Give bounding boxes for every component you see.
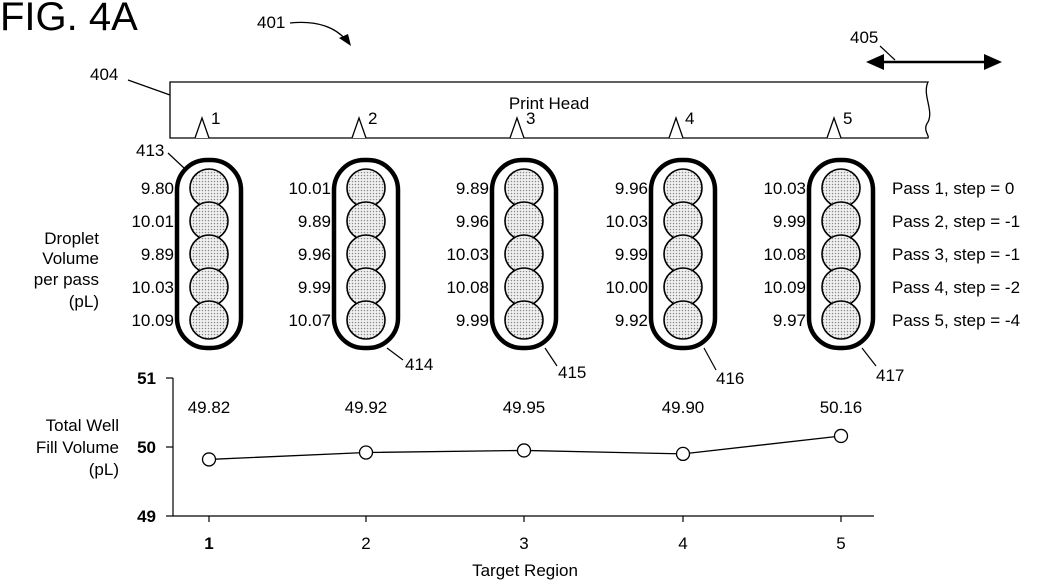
droplet-volume-1-3: 9.89: [141, 245, 174, 264]
droplet-volume-5-2: 9.99: [773, 212, 806, 231]
droplet-volume-5-5: 9.97: [773, 311, 806, 330]
droplet-4-5: [664, 301, 702, 339]
pass-label-4: Pass 4, step = -2: [892, 278, 1020, 297]
droplet-volume-4-2: 10.03: [605, 212, 648, 231]
x-tick-label-5: 5: [836, 534, 845, 553]
droplet-volume-5-1: 10.03: [763, 179, 806, 198]
nozzle-1-label: 1: [211, 109, 220, 128]
droplet-volume-5-4: 10.09: [763, 278, 806, 297]
droplet-volume-3-3: 10.03: [446, 245, 489, 264]
droplet-volume-2-4: 9.99: [298, 278, 331, 297]
droplet-volume-1-4: 10.03: [131, 278, 174, 297]
y-tick-label-50: 50: [137, 438, 156, 457]
droplet-axis-label-4: (pL): [69, 292, 99, 311]
droplet-volume-2-5: 10.07: [288, 311, 331, 330]
pass-label-group: Pass 1, step = 0 Pass 2, step = -1 Pass 3,…: [892, 179, 1020, 330]
chart-marks: 49 50 51 1 2 3 4 5 49.82 49.92 49.95 49.90 50.16: [137, 369, 862, 553]
ref-404-label: 404: [90, 65, 118, 84]
ref-413-leader: [168, 153, 184, 168]
data-label-1: 49.82: [188, 398, 231, 417]
droplet-1-5: [190, 301, 228, 339]
data-label-2: 49.92: [345, 398, 388, 417]
droplet-axis-label-2: Volume: [42, 249, 99, 268]
ref-405-label: 405: [850, 28, 878, 47]
ref-413-label: 413: [136, 141, 164, 160]
pass-label-5: Pass 5, step = -4: [892, 311, 1020, 330]
droplet-2-5: [347, 301, 385, 339]
scan-arrowhead-left: [866, 54, 884, 70]
nozzle-5-label: 5: [843, 109, 852, 128]
chart-xlabel: Target Region: [472, 561, 578, 580]
print-head-label: Print Head: [509, 94, 589, 113]
ref-401-label: 401: [257, 13, 285, 32]
droplet-volume-3-5: 9.99: [456, 311, 489, 330]
ref-415-label: 415: [558, 363, 586, 382]
droplet-volume-3-1: 9.89: [456, 179, 489, 198]
nozzle-4-label: 4: [685, 109, 694, 128]
data-point-4: [677, 447, 690, 460]
ref-416-label: 416: [716, 369, 744, 388]
droplet-volume-4-3: 9.99: [615, 245, 648, 264]
nozzle-3-label: 3: [526, 109, 535, 128]
data-point-3: [518, 444, 531, 457]
x-tick-label-2: 2: [361, 534, 370, 553]
droplet-volume-4-4: 10.00: [605, 278, 648, 297]
ref-417-leader: [862, 348, 876, 366]
data-label-4: 49.90: [662, 398, 705, 417]
ref-417-label: 417: [876, 366, 904, 385]
droplet-volume-2-1: 10.01: [288, 179, 331, 198]
ref-401-arrow: [290, 22, 346, 40]
x-tick-label-1: 1: [204, 534, 213, 553]
figure-title: FIG. 4A: [0, 0, 138, 39]
ref-414-leader: [387, 348, 403, 360]
ref-415-leader: [545, 348, 557, 366]
droplet-axis-label-3: per pass: [34, 270, 99, 289]
droplet-axis-label-1: Droplet: [44, 229, 99, 248]
droplet-volume-1-5: 10.09: [131, 311, 174, 330]
data-point-2: [360, 446, 373, 459]
scan-arrowhead-right: [984, 54, 1002, 70]
droplet-3-5: [505, 301, 543, 339]
fill-volume-chart: Total Well Fill Volume (pL) Target Regio…: [36, 369, 874, 580]
droplet-volume-4-5: 9.92: [615, 311, 648, 330]
chart-ylabel-2: Fill Volume: [36, 438, 119, 457]
pass-label-3: Pass 3, step = -1: [892, 245, 1020, 264]
droplet-volume-3-4: 10.08: [446, 278, 489, 297]
droplet-volume-1-1: 9.80: [141, 179, 174, 198]
y-tick-label-51: 51: [137, 369, 156, 388]
ref-416-leader: [704, 348, 716, 370]
chart-ylabel-3: (pL): [89, 460, 119, 479]
pass-label-2: Pass 2, step = -1: [892, 212, 1020, 231]
nozzle-2-label: 2: [368, 109, 377, 128]
droplet-volume-5-3: 10.08: [763, 245, 806, 264]
ref-404-leader: [128, 80, 170, 95]
data-label-3: 49.95: [503, 398, 546, 417]
pass-label-1: Pass 1, step = 0: [892, 179, 1014, 198]
y-tick-label-49: 49: [137, 507, 156, 526]
well-group: 9.80 10.01 9.89 10.03 10.09 10.01 9.89 9.96 9.99…: [131, 160, 873, 348]
data-point-1: [203, 453, 216, 466]
data-point-5: [835, 429, 848, 442]
droplet-volume-2-3: 9.96: [298, 245, 331, 264]
x-tick-label-3: 3: [519, 534, 528, 553]
droplet-volume-2-2: 9.89: [298, 212, 331, 231]
droplet-volume-1-2: 10.01: [131, 212, 174, 231]
ref-414-label: 414: [405, 355, 433, 374]
data-label-5: 50.16: [820, 398, 863, 417]
droplet-5-5: [822, 301, 860, 339]
droplet-volume-3-2: 9.96: [456, 212, 489, 231]
chart-ylabel-1: Total Well: [46, 416, 119, 435]
x-tick-label-4: 4: [678, 534, 687, 553]
ref-401-arrowhead: [339, 34, 351, 46]
droplet-volume-4-1: 9.96: [615, 179, 648, 198]
